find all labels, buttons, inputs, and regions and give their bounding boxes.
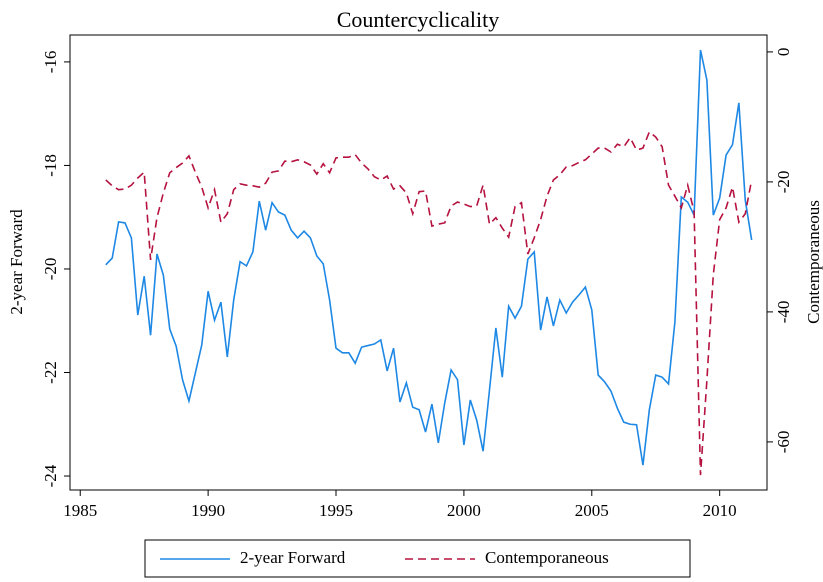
y2-tick-label: -20 bbox=[774, 171, 793, 194]
series-line bbox=[105, 130, 753, 476]
x-tick-label: 1995 bbox=[319, 501, 353, 520]
x-tick-label: 2000 bbox=[447, 501, 481, 520]
y-tick-label: -18 bbox=[41, 154, 60, 177]
y-axis-label: 2-year Forward bbox=[7, 209, 26, 315]
x-tick-label: 2010 bbox=[703, 501, 737, 520]
y2-tick-label: -40 bbox=[774, 301, 793, 324]
y-tick-label: -24 bbox=[41, 464, 60, 487]
chart-title: Countercyclicality bbox=[337, 7, 500, 32]
y-tick-label: -20 bbox=[41, 258, 60, 281]
y-tick-label: -22 bbox=[41, 361, 60, 384]
x-tick-label: 1990 bbox=[191, 501, 225, 520]
legend-label: Contemporaneous bbox=[485, 548, 609, 567]
series-line bbox=[105, 49, 753, 466]
legend-label: 2-year Forward bbox=[240, 548, 346, 567]
y2-tick-label: -60 bbox=[774, 431, 793, 454]
x-tick-label: 1985 bbox=[63, 501, 97, 520]
x-tick-label: 2005 bbox=[575, 501, 609, 520]
y2-axis-label: Contemporaneous bbox=[804, 200, 823, 324]
y-tick-label: -16 bbox=[41, 51, 60, 74]
plot-frame bbox=[69, 34, 768, 491]
y2-tick-label: 0 bbox=[774, 48, 793, 57]
legend-box bbox=[144, 539, 691, 578]
